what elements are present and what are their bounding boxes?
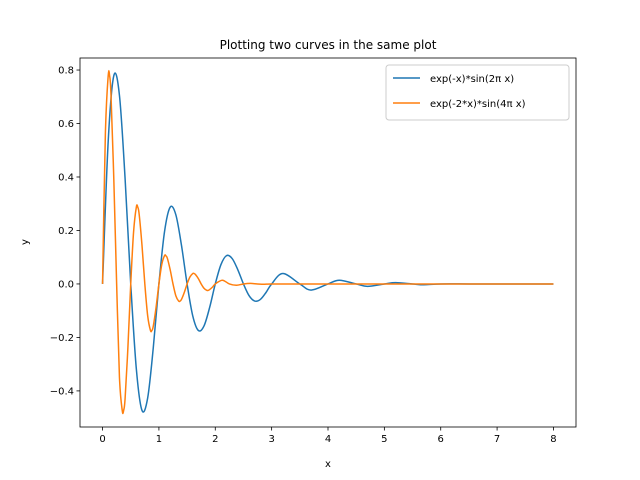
y-tick-label: 0.2 — [58, 226, 74, 237]
legend-label-series-2: exp(-2*x)*sin(4π x) — [430, 99, 526, 110]
x-tick-label: 0 — [99, 434, 105, 445]
x-tick-label: 8 — [550, 434, 556, 445]
x-axis-ticks: 0 1 2 3 4 5 6 7 8 — [99, 427, 557, 445]
y-tick-label: 0.0 — [58, 279, 74, 290]
y-tick-label: 0.8 — [58, 66, 74, 77]
y-tick-label: 0.6 — [58, 119, 74, 130]
x-tick-label: 5 — [381, 434, 387, 445]
y-tick-label: −0.2 — [50, 333, 74, 344]
y-axis-ticks: −0.4 −0.2 0.0 0.2 0.4 0.6 0.8 — [50, 66, 80, 397]
x-tick-label: 4 — [325, 434, 331, 445]
legend-box — [385, 64, 570, 121]
x-tick-label: 1 — [156, 434, 162, 445]
series-line-2 — [101, 69, 554, 415]
x-tick-label: 2 — [212, 434, 218, 445]
legend-label-series-1: exp(-x)*sin(2π x) — [430, 74, 514, 85]
legend: exp(-x)*sin(2π x) exp(-2*x)*sin(4π x) — [385, 64, 570, 121]
x-tick-label: 3 — [268, 434, 274, 445]
y-axis-label: y — [20, 239, 31, 245]
y-tick-label: 0.4 — [58, 172, 74, 183]
x-tick-label: 6 — [438, 434, 444, 445]
x-axis-label: x — [325, 459, 331, 470]
series-layer — [101, 69, 554, 415]
chart-title: Plotting two curves in the same plot — [220, 38, 437, 52]
x-tick-label: 7 — [494, 434, 500, 445]
y-tick-label: −0.4 — [50, 386, 74, 397]
